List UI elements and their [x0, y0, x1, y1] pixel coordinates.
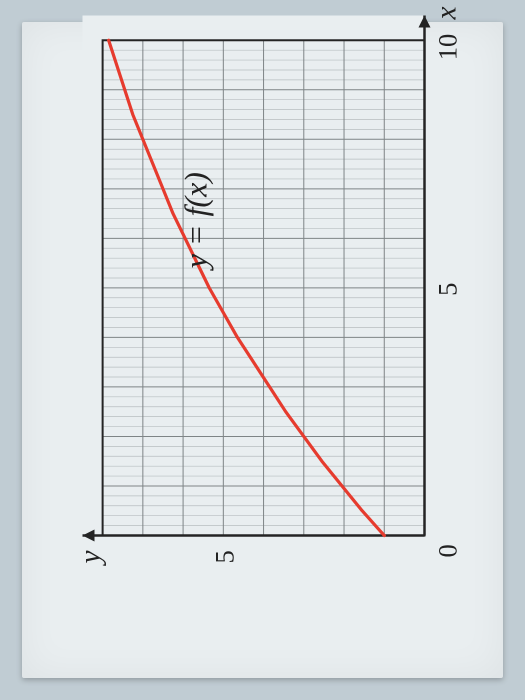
function-plot — [53, 0, 473, 591]
y-axis-label: y — [75, 550, 108, 563]
curve-label: y = f(x) — [177, 172, 214, 268]
x-tick-0: 0 — [433, 544, 464, 557]
x-axis-label: x — [431, 6, 464, 19]
x-tick-5: 5 — [433, 283, 464, 296]
chart-rotated-container: y x y = f(x) 5 0 5 10 — [53, 110, 473, 591]
photo-background: y x y = f(x) 5 0 5 10 — [22, 22, 503, 678]
y-tick-5: 5 — [209, 550, 240, 563]
x-tick-10: 10 — [433, 34, 464, 61]
